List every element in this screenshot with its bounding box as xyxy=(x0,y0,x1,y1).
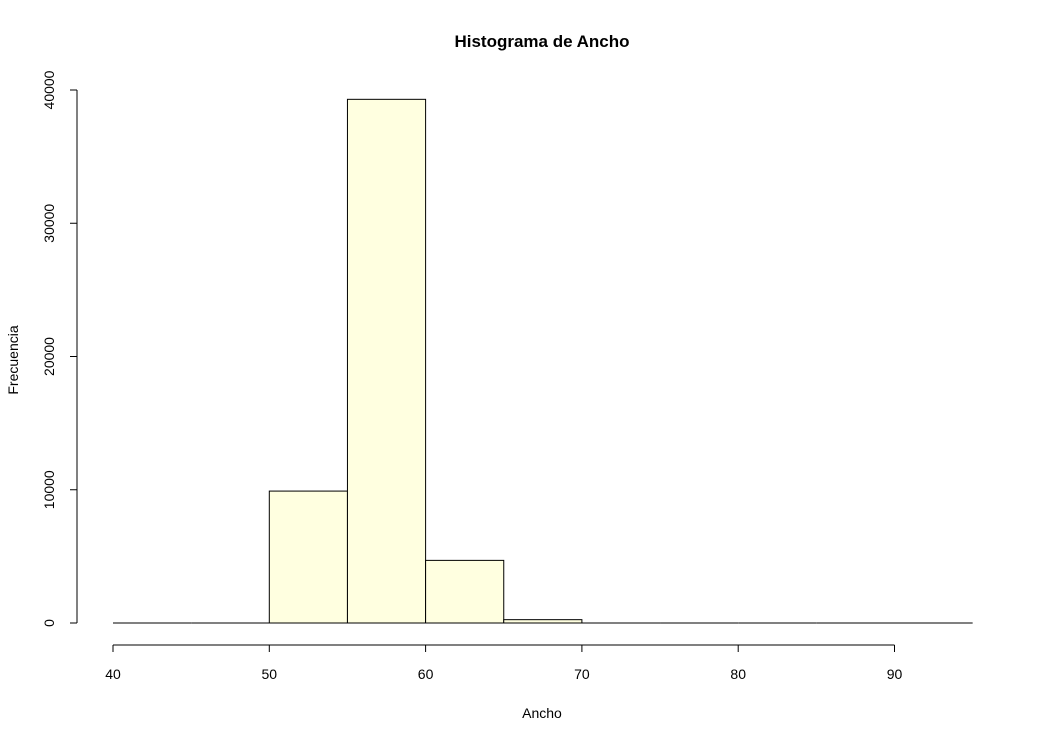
histogram-bar-5 xyxy=(503,619,583,624)
y-tick-label-10000: 10000 xyxy=(41,470,57,509)
x-tick-label-40: 40 xyxy=(105,666,121,682)
x-tick-label-80: 80 xyxy=(730,666,746,682)
x-axis-label: Ancho xyxy=(522,705,562,721)
x-axis: 40 50 60 70 80 90 xyxy=(105,644,903,682)
bars-group xyxy=(113,98,973,624)
histogram-bar-4 xyxy=(425,559,505,624)
x-tick-label-60: 60 xyxy=(418,666,434,682)
y-tick-label-30000: 30000 xyxy=(41,204,57,243)
y-tick-label-0: 0 xyxy=(41,619,57,627)
chart-title: Histograma de Ancho xyxy=(454,32,629,51)
histogram-bar-3 xyxy=(346,98,427,624)
x-tick-label-70: 70 xyxy=(574,666,590,682)
y-tick-label-40000: 40000 xyxy=(41,70,57,109)
x-tick-label-50: 50 xyxy=(262,666,278,682)
y-axis-label: Frecuencia xyxy=(5,325,21,394)
y-tick-label-20000: 20000 xyxy=(41,337,57,376)
x-tick-label-90: 90 xyxy=(887,666,903,682)
histogram-bar-2 xyxy=(268,490,348,624)
y-axis: 0 10000 20000 30000 40000 xyxy=(41,70,78,627)
